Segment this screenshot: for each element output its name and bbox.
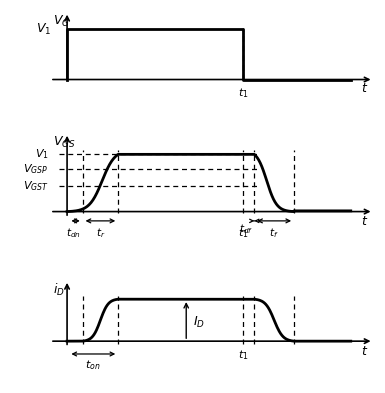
Text: $I_D$: $I_D$ [193, 315, 205, 330]
Text: $i_D$: $i_D$ [53, 282, 65, 298]
Text: $t$: $t$ [361, 345, 368, 358]
Text: $V_1$: $V_1$ [35, 147, 49, 161]
Text: $t_{df}$: $t_{df}$ [239, 222, 253, 236]
Text: $t_r$: $t_r$ [96, 226, 105, 240]
Text: $t_1$: $t_1$ [238, 348, 248, 362]
Text: $V_{GS}$: $V_{GS}$ [53, 135, 75, 150]
Text: $V_{GST}$: $V_{GST}$ [23, 179, 49, 193]
Text: $t_{on}$: $t_{on}$ [85, 358, 100, 372]
Text: $V_{GSP}$: $V_{GSP}$ [23, 162, 49, 176]
Text: $V_1$: $V_1$ [36, 22, 52, 37]
Text: $t$: $t$ [361, 82, 368, 95]
Text: $t_1$: $t_1$ [238, 86, 248, 101]
Text: $t_f$: $t_f$ [270, 226, 279, 240]
Text: $t_{dn}$: $t_{dn}$ [66, 226, 80, 240]
Text: $t$: $t$ [361, 215, 368, 228]
Text: $t_1$: $t_1$ [238, 226, 248, 240]
Text: $V_G$: $V_G$ [53, 14, 70, 29]
